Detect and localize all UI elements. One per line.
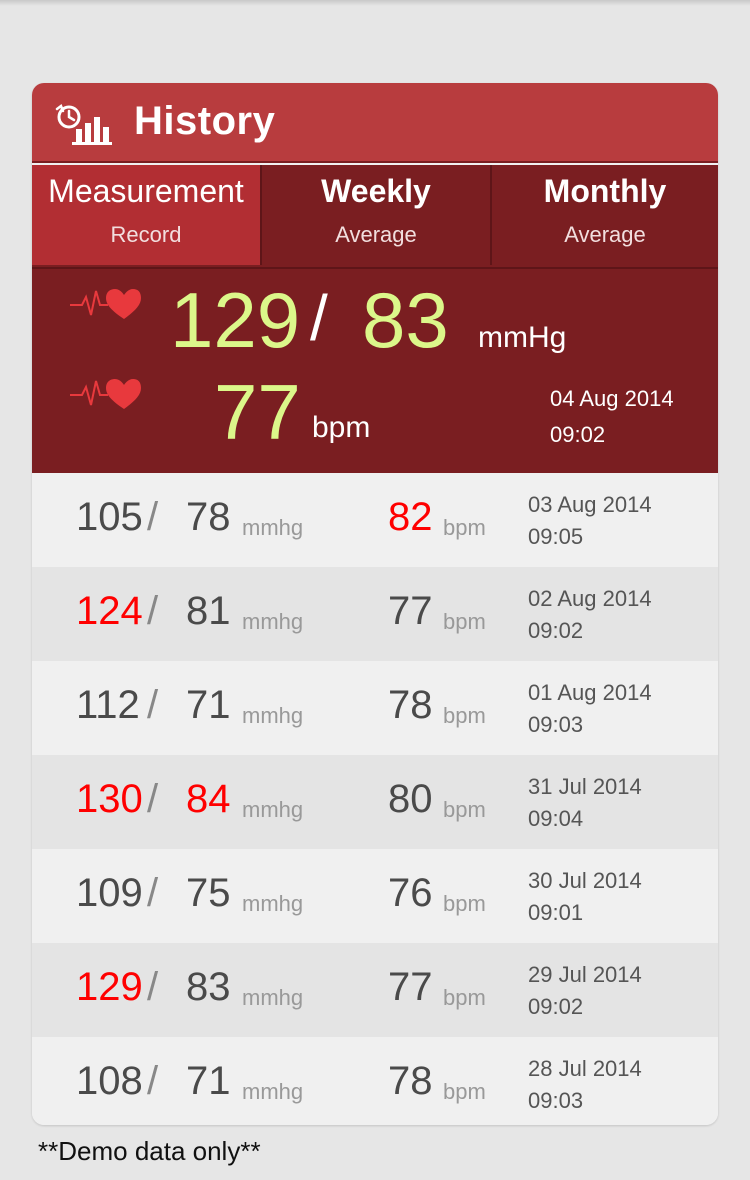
bp-unit: mmhg	[242, 985, 304, 1010]
bp-separator: /	[147, 683, 159, 727]
record-time: 09:04	[528, 806, 584, 831]
tab-sublabel: Average	[564, 222, 646, 247]
history-header: History	[32, 83, 718, 163]
table-row[interactable]: 109/ 75 mmhg 76 bpm 30 Jul 2014 09:01	[32, 849, 718, 943]
bp-unit: mmhg	[242, 891, 304, 916]
bp-separator: /	[147, 495, 159, 539]
diastolic-value: 71	[186, 683, 231, 727]
table-row[interactable]: 108/ 71 mmhg 78 bpm 28 Jul 2014 09:03	[32, 1037, 718, 1125]
systolic-value: 109	[76, 871, 143, 915]
pulse-unit: bpm	[443, 1079, 486, 1104]
latest-pulse-unit: bpm	[312, 411, 371, 444]
tab-measurement-record[interactable]: Measurement Record	[32, 165, 262, 265]
tab-label: Measurement	[48, 173, 244, 209]
diastolic-value: 81	[186, 589, 231, 633]
tab-sublabel: Average	[335, 222, 417, 247]
diastolic-value: 83	[186, 965, 231, 1009]
table-row[interactable]: 130/ 84 mmhg 80 bpm 31 Jul 2014 09:04	[32, 755, 718, 849]
tab-label: Monthly	[543, 173, 667, 209]
record-date: 28 Jul 2014	[528, 1056, 642, 1081]
pulse-unit: bpm	[443, 891, 486, 916]
demo-data-note: **Demo data only**	[38, 1136, 261, 1166]
bp-separator: /	[147, 777, 159, 821]
bp-separator: /	[310, 282, 328, 354]
bp-separator: /	[147, 589, 159, 633]
table-row[interactable]: 112/ 71 mmhg 78 bpm 01 Aug 2014 09:03	[32, 661, 718, 755]
record-date: 30 Jul 2014	[528, 868, 642, 893]
pulse-unit: bpm	[443, 515, 486, 540]
latest-date: 04 Aug 2014	[550, 386, 674, 411]
tab-sublabel: Record	[110, 222, 182, 247]
table-row[interactable]: 124/ 81 mmhg 77 bpm 02 Aug 2014 09:02	[32, 567, 718, 661]
systolic-value: 112	[76, 683, 140, 727]
record-datetime: 03 Aug 2014 09:05	[528, 489, 652, 553]
record-datetime: 02 Aug 2014 09:02	[528, 583, 652, 647]
record-time: 09:01	[528, 900, 584, 925]
pulse-value: 82	[388, 495, 433, 539]
heartbeat-icon	[70, 289, 141, 319]
pulse-unit: bpm	[443, 797, 486, 822]
tab-label: Weekly	[321, 173, 431, 209]
systolic-value: 129	[76, 965, 143, 1009]
record-date: 02 Aug 2014	[528, 586, 652, 611]
diastolic-value: 78	[186, 495, 231, 539]
record-time: 09:05	[528, 524, 584, 549]
measurement-list: 105/78 mmhg 82 bpm 03 Aug 2014 09:05 124/81 mmh…	[32, 473, 718, 1125]
record-date: 01 Aug 2014	[528, 680, 652, 705]
tab-weekly-average[interactable]: Weekly Average	[262, 165, 492, 265]
record-time: 09:03	[528, 1088, 584, 1113]
pulse-unit: bpm	[443, 703, 486, 728]
bp-separator: /	[147, 1059, 159, 1103]
pulse-unit: bpm	[443, 609, 486, 634]
bp-unit: mmhg	[242, 1079, 304, 1104]
pulse-unit: bpm	[443, 985, 486, 1010]
pulse-value: 78	[388, 683, 433, 727]
pulse-value: 80	[388, 777, 433, 821]
record-time: 09:03	[528, 712, 584, 737]
latest-systolic-value: 129	[170, 276, 301, 364]
pulse-value: 77	[388, 589, 433, 633]
table-row[interactable]: 129/ 83 mmhg 77 bpm 29 Jul 2014 09:02	[32, 943, 718, 1037]
history-card: History Measurement Record Weekly Averag…	[32, 83, 718, 1125]
pulse-value: 76	[388, 871, 433, 915]
latest-time: 09:02	[550, 422, 606, 447]
latest-pulse-value: 77	[214, 368, 301, 456]
systolic-value: 124	[76, 589, 143, 633]
diastolic-value: 75	[186, 871, 231, 915]
bp-unit: mmhg	[242, 609, 304, 634]
table-row[interactable]: 105/ 78 mmhg 82 bpm 03 Aug 2014 09:05	[32, 473, 718, 567]
diastolic-value: 71	[186, 1059, 231, 1103]
bp-unit: mmhg	[242, 703, 304, 728]
pulse-value: 77	[388, 965, 433, 1009]
systolic-value: 105	[76, 495, 143, 539]
pulse-value: 78	[388, 1059, 433, 1103]
bp-unit: mmhg	[242, 515, 304, 540]
page-title: History	[134, 99, 276, 143]
diastolic-value: 84	[186, 777, 231, 821]
systolic-value: 108	[76, 1059, 143, 1103]
status-bar-shadow	[0, 0, 750, 6]
record-datetime: 01 Aug 2014 09:03	[528, 677, 652, 741]
record-datetime: 30 Jul 2014 09:01	[528, 865, 642, 929]
record-date: 03 Aug 2014	[528, 492, 652, 517]
record-date: 29 Jul 2014	[528, 962, 642, 987]
bp-unit: mmhg	[242, 797, 304, 822]
tab-monthly-average[interactable]: Monthly Average	[492, 165, 718, 265]
heartbeat-icon	[70, 379, 141, 409]
record-datetime: 29 Jul 2014 09:02	[528, 959, 642, 1023]
bp-separator: /	[147, 871, 159, 915]
record-datetime: 31 Jul 2014 09:04	[528, 771, 642, 835]
record-datetime: 28 Jul 2014 09:03	[528, 1053, 642, 1117]
latest-bp-unit: mmHg	[478, 321, 567, 354]
systolic-value: 130	[76, 777, 143, 821]
history-chart-icon	[55, 104, 112, 145]
tab-bar: Measurement Record Weekly Average Monthl…	[32, 165, 718, 267]
latest-measurement-panel: 129 / 83 mmHg 77 bpm 04 Aug 2014 09:02	[32, 267, 718, 473]
record-date: 31 Jul 2014	[528, 774, 642, 799]
latest-diastolic-value: 83	[362, 276, 449, 364]
record-time: 09:02	[528, 994, 584, 1019]
bp-separator: /	[147, 965, 159, 1009]
record-time: 09:02	[528, 618, 584, 643]
